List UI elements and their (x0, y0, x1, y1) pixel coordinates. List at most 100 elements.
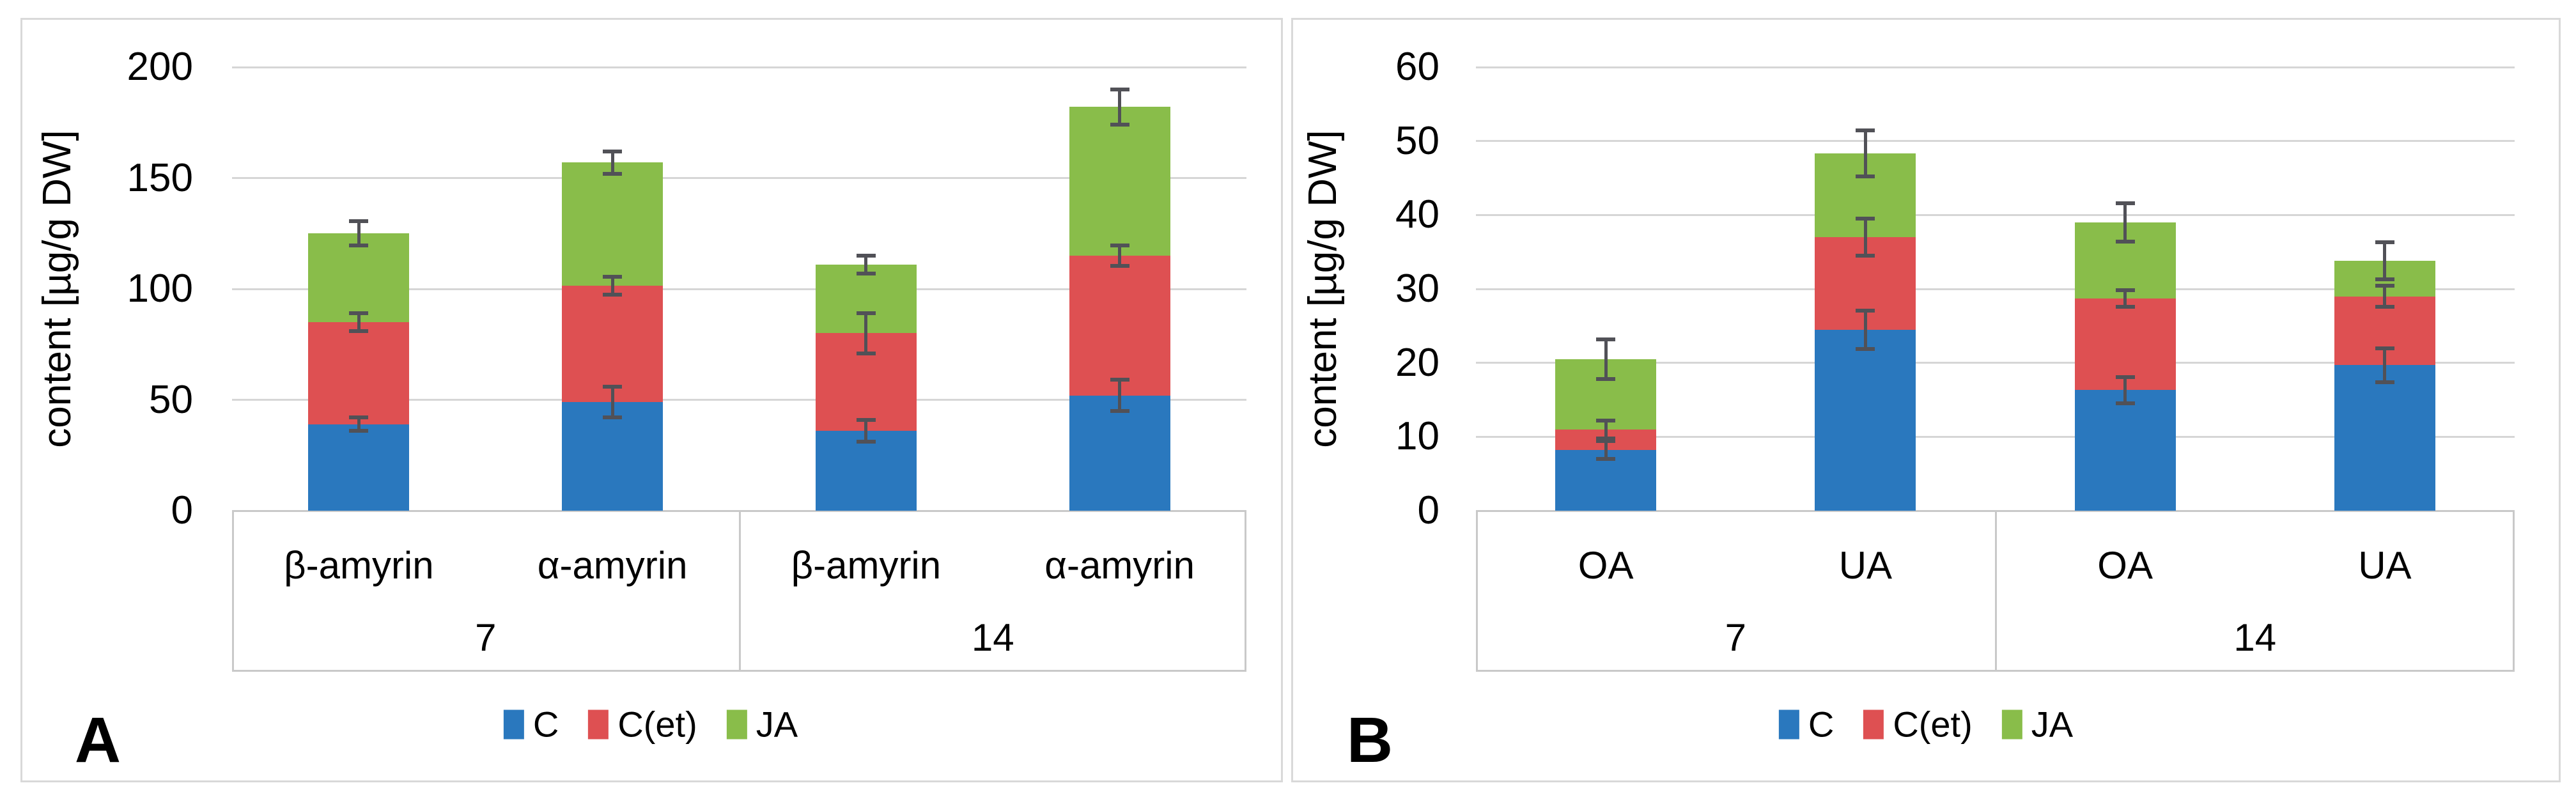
error-bar-line (357, 221, 361, 246)
label-box-bottom (232, 670, 1246, 672)
y-tick-label: 60 (1395, 45, 1439, 89)
error-bar-line (1118, 89, 1122, 125)
y-tick-label: 0 (1417, 488, 1439, 532)
y-tick-label: 200 (127, 45, 193, 89)
gridline (232, 177, 1246, 179)
y-tick-label: 50 (149, 377, 193, 422)
error-bar-cap (1856, 217, 1875, 221)
legend-swatch-C (503, 709, 524, 739)
y-tick-label: 100 (127, 267, 193, 311)
error-bar-line (357, 417, 361, 431)
error-bar-cap (1856, 128, 1875, 133)
error-bar-cap (2375, 284, 2394, 288)
legend-item-JA: JA (2001, 704, 2073, 745)
error-bar-line (2123, 376, 2127, 404)
legend-item-C: C (1778, 704, 1834, 745)
error-bar-line (1863, 130, 1867, 177)
gridline (1476, 213, 2515, 216)
legend-label: C(et) (617, 704, 697, 745)
error-bar-line (1863, 310, 1867, 349)
error-bar-cap (1596, 457, 1616, 461)
error-bar-cap (856, 271, 876, 275)
y-tick-label: 150 (127, 155, 193, 200)
gridline (232, 66, 1246, 68)
error-bar-cap (349, 415, 369, 420)
group-divider (1994, 511, 1997, 670)
bar-segment-C (308, 424, 410, 511)
bar-segment-C(et) (562, 285, 663, 402)
legend: C C(et) JA (503, 704, 798, 745)
legend-item-C(et): C(et) (588, 704, 697, 745)
error-bar-cap (1110, 244, 1129, 248)
error-bar-cap (349, 219, 369, 224)
category-label: α-amyrin (537, 544, 688, 587)
legend: C C(et) JA (1778, 704, 2073, 745)
error-bar-cap (603, 415, 623, 420)
legend-label: C (532, 704, 559, 745)
error-bar-cap (2375, 277, 2394, 281)
category-label: α-amyrin (1044, 544, 1195, 587)
error-bar-cap (856, 311, 876, 316)
panel-letter: B (1346, 704, 1393, 776)
error-bar-cap (856, 440, 876, 444)
error-bar-cap (2115, 401, 2135, 406)
error-bar-cap (1596, 418, 1616, 422)
error-bar-cap (1110, 408, 1129, 413)
legend-item-C(et): C(et) (1863, 704, 1973, 745)
error-bar-line (610, 276, 614, 295)
error-bar-line (1118, 380, 1122, 411)
group-label: 7 (1725, 616, 1746, 659)
bar-segment-JA (562, 162, 663, 286)
legend-label: C(et) (1893, 704, 1973, 745)
error-bar-cap (1596, 337, 1616, 341)
error-bar-cap (1596, 439, 1616, 444)
error-bar-cap (2375, 304, 2394, 309)
category-label: UA (2358, 544, 2412, 587)
bar-segment-C(et) (2074, 298, 2176, 391)
error-bar-cap (856, 253, 876, 258)
category-label: OA (1578, 544, 1634, 587)
bar-segment-C(et) (308, 322, 410, 424)
error-bar-cap (2115, 239, 2135, 244)
error-bar-cap (1110, 87, 1129, 91)
error-bar-cap (2115, 288, 2135, 293)
error-bar-cap (603, 292, 623, 297)
error-bar-cap (1110, 123, 1129, 127)
error-bar-cap (1110, 263, 1129, 268)
bar-segment-C (2074, 390, 2176, 511)
error-bar-cap (603, 384, 623, 389)
error-bar-cap (603, 149, 623, 153)
gridline (1476, 435, 2515, 438)
error-bar-line (1604, 441, 1608, 460)
error-bar-cap (856, 417, 876, 422)
panel-letter: A (74, 704, 121, 776)
error-bar-cap (1856, 253, 1875, 258)
bar-segment-C (1815, 329, 1916, 511)
legend-item-C: C (503, 704, 559, 745)
group-label: 7 (475, 616, 497, 659)
legend-swatch-JA (726, 709, 747, 739)
error-bar-line (2383, 286, 2387, 307)
label-box-right (1245, 511, 1246, 670)
bar-segment-C(et) (1069, 255, 1170, 396)
error-bar-cap (1596, 377, 1616, 382)
error-bar-cap (856, 351, 876, 355)
y-tick-label: 10 (1395, 414, 1439, 459)
bar-segment-JA (1069, 107, 1170, 256)
chart-area-border (1291, 18, 2561, 782)
error-bar-cap (349, 311, 369, 316)
legend-swatch-JA (2001, 709, 2022, 739)
gridline (232, 288, 1246, 290)
category-label: β-amyrin (791, 544, 942, 587)
error-bar-line (1118, 245, 1122, 266)
error-bar-cap (603, 274, 623, 279)
error-bar-line (357, 313, 361, 331)
error-bar-line (864, 313, 868, 353)
chart-area-border (20, 18, 1283, 782)
gridline (1476, 66, 2515, 68)
error-bar-cap (349, 244, 369, 248)
error-bar-line (610, 151, 614, 174)
